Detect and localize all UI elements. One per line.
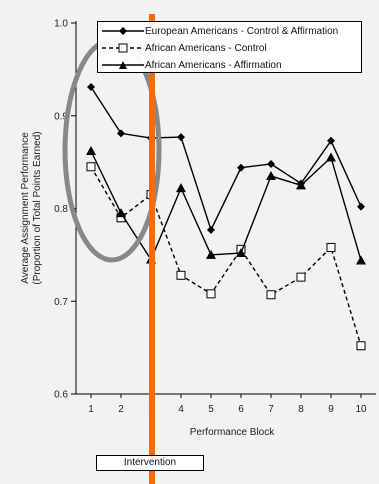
y-tick-label: 0.6: [54, 390, 68, 401]
intervention-label: Intervention: [96, 455, 204, 471]
data-point-african-americans-control: [206, 289, 216, 299]
y-axis-title-line: (Proportion of Total Points Earned): [32, 131, 43, 284]
chart-legend: European Americans - Control & Affirmati…: [97, 21, 362, 73]
y-axis-title-line: Average Assignment Performance: [20, 132, 31, 284]
y-tick-label: 1.0: [54, 19, 68, 30]
data-point-african-americans-control: [266, 290, 276, 300]
y-tick-label: 0.7: [54, 297, 68, 308]
x-tick-label: 9: [328, 404, 334, 415]
data-point-european-americans: [327, 136, 335, 145]
data-point-african-americans-control: [296, 272, 306, 282]
x-tick-label: 8: [298, 404, 304, 415]
data-point-african-americans-affirmation: [86, 145, 96, 155]
series-line-african-americans-affirmation: [90, 150, 362, 262]
legend-item-african-americans-affirmation: African Americans - Affirmation: [98, 57, 361, 74]
data-point-european-americans: [237, 163, 245, 172]
data-point-african-americans-control: [356, 341, 366, 351]
legend-sample-african-americans-control: [102, 43, 144, 53]
legend-label-african-americans-control: African Americans - Control: [145, 43, 267, 54]
data-point-african-americans-affirmation: [266, 171, 276, 181]
data-point-african-americans-affirmation: [116, 208, 126, 218]
data-point-european-americans: [87, 82, 95, 91]
data-point-african-americans-affirmation: [206, 249, 216, 259]
x-tick-label: 6: [238, 404, 244, 415]
legend-sample-european-americans: [102, 27, 144, 35]
x-tick-label: 10: [355, 404, 367, 415]
data-point-african-americans-control: [176, 270, 186, 280]
series-line-african-americans-control: [90, 166, 362, 346]
x-tick-label: 5: [208, 404, 214, 415]
x-axis-title: Performance Block: [190, 427, 275, 438]
data-point-european-americans: [117, 129, 125, 138]
x-tick-label: 1: [88, 404, 94, 415]
legend-label-european-americans: European Americans - Control & Affirmati…: [145, 26, 339, 37]
data-point-african-americans-affirmation: [176, 183, 186, 193]
x-tick-label: 4: [178, 404, 184, 415]
data-point-african-americans-control: [326, 242, 336, 252]
data-point-african-americans-affirmation: [356, 255, 366, 265]
data-point-african-americans-control: [86, 162, 96, 172]
legend-item-european-americans: European Americans - Control & Affirmati…: [98, 23, 361, 40]
x-tick-label: 7: [268, 404, 274, 415]
data-point-european-americans: [357, 202, 365, 211]
legend-sample-african-americans-affirmation: [102, 61, 144, 69]
data-point-european-americans: [207, 225, 215, 234]
data-point-european-americans: [267, 159, 275, 168]
legend-item-african-americans-control: African Americans - Control: [98, 40, 361, 57]
data-point-african-americans-affirmation: [326, 152, 336, 162]
intervention-line: [149, 14, 155, 484]
legend-label-african-americans-affirmation: African Americans - Affirmation: [145, 60, 282, 71]
x-tick-label: 2: [118, 404, 124, 415]
y-tick-label: 0.9: [54, 111, 68, 122]
y-tick-label: 0.8: [54, 204, 68, 215]
data-point-african-americans-affirmation: [296, 180, 306, 190]
data-point-european-americans: [177, 133, 185, 142]
y-axis-title: Average Assignment Performance(Proportio…: [20, 131, 43, 284]
data-point-african-americans-affirmation: [236, 248, 246, 258]
series-line-european-americans: [90, 86, 362, 232]
